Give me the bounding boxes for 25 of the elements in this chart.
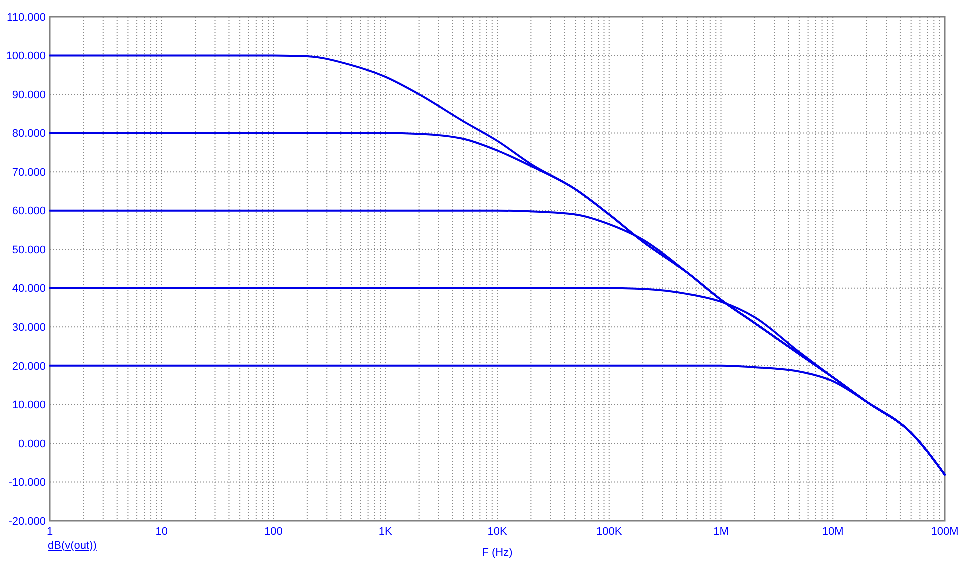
x-tick-label: 10M — [822, 526, 844, 538]
x-tick-label: 10 — [156, 526, 168, 538]
y-tick-label: 20.000 — [12, 360, 46, 373]
x-tick-label: 1M — [714, 526, 729, 538]
y-tick-label: -20.000 — [8, 516, 46, 528]
y-tick-label: 80.000 — [12, 128, 46, 140]
y-tick-label: 70.000 — [12, 166, 46, 179]
text: dB(v(out)) — [48, 540, 97, 552]
y-tick-label: 30.000 — [12, 322, 46, 334]
y-tick-label: 60.000 — [12, 206, 46, 218]
x-tick-label: 1K — [378, 526, 394, 538]
x-tick-label: 1 — [46, 526, 54, 538]
x-tick-label: 10K — [488, 526, 508, 538]
y-tick-label: 10.000 — [12, 400, 46, 412]
y-tick-label: 0.000 — [18, 438, 46, 450]
x-axis-title: F (Hz) — [482, 547, 513, 559]
y-tick-label: 40.000 — [12, 283, 46, 296]
x-tick-label: 100M — [931, 526, 959, 538]
x-tick-label: 100 — [264, 526, 283, 538]
y-tick-label: 90.000 — [12, 89, 46, 102]
y-tick-label: 100.000 — [6, 50, 46, 63]
y-tick-label: 50.000 — [12, 244, 46, 256]
x-tick-label: 100K — [596, 526, 623, 538]
y-tick-label: -10.000 — [8, 477, 46, 490]
y-tick-label: 110.000 — [7, 12, 46, 24]
